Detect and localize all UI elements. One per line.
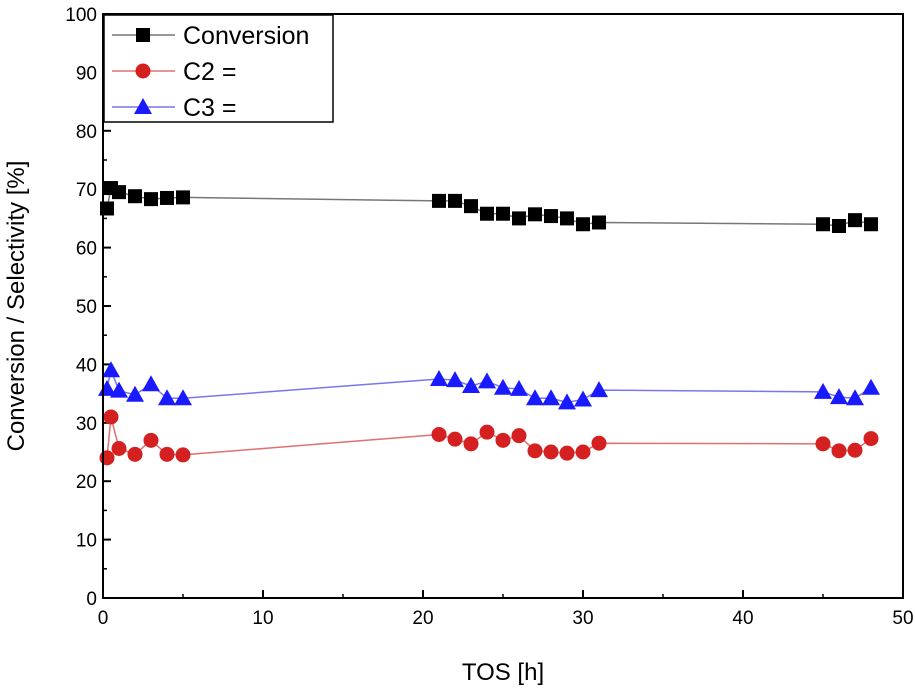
data-point [847,442,863,458]
y-tick-label: 70 [76,180,97,201]
data-point [544,209,558,224]
data-point [495,432,511,448]
legend-label: C2 = [183,58,237,86]
data-point [160,190,174,205]
series-line [106,186,872,227]
series-line [106,416,872,458]
data-point [511,428,527,444]
data-point [99,450,115,466]
data-point [143,432,159,448]
axis-ticks: 0 10 20 30 40 50 0 10 20 30 40 50 60 70 80 90 100 [65,5,913,629]
y-tick-label: 40 [76,355,97,376]
data-point [462,377,480,394]
data-point [432,193,446,208]
y-tick-label: 100 [65,5,97,26]
data-point [174,389,192,406]
legend-marker [134,98,152,114]
y-axis-label: Conversion / Selectivity [%] [3,161,30,452]
data-point [575,444,591,460]
data-point [542,389,560,406]
data-point [862,378,880,395]
y-tick-label: 30 [76,414,97,435]
data-point [128,189,142,204]
y-tick-label: 0 [86,589,97,610]
legend-label: Conversion [183,22,309,50]
data-point [111,440,127,456]
data-point [864,217,878,232]
data-point [560,211,574,226]
data-point [527,443,543,459]
data-point [510,379,528,396]
x-tick-label: 0 [98,608,109,629]
data-point [590,381,608,398]
data-point [816,217,830,232]
x-tick-label: 50 [892,608,913,629]
legend: Conversion C2 = C3 = [103,14,334,123]
data-point [447,431,463,447]
data-point [103,409,119,425]
data-point [464,199,478,214]
x-tick-label: 30 [572,608,593,629]
y-tick-label: 60 [76,239,97,260]
data-point [528,207,542,222]
x-tick-label: 20 [412,608,433,629]
data-point [526,389,544,406]
legend-marker [136,28,150,42]
data-point [494,378,512,395]
data-point [158,389,176,406]
series-1 [99,409,879,466]
data-point [479,424,495,440]
y-tick-label: 20 [76,472,97,493]
y-tick-label: 50 [76,297,97,318]
legend-marker [135,63,151,79]
x-tick-label: 40 [732,608,753,629]
series-2 [98,361,880,410]
data-point [512,211,526,226]
data-point [831,443,847,459]
data-point [814,382,832,399]
data-point [102,361,120,378]
series-0 [100,181,878,233]
data-point [558,393,576,410]
data-point [430,370,448,386]
data-point [112,185,126,200]
data-point [463,436,479,452]
data-point [446,371,464,388]
data-point [574,390,592,407]
data-point [127,446,143,462]
data-point [559,445,575,461]
data-point [863,431,879,447]
legend-label: C3 = [183,94,237,122]
data-point [848,213,862,228]
x-axis-label: TOS [h] [462,659,544,686]
data-point [591,435,607,451]
data-point [832,218,846,233]
data-point [110,381,128,398]
data-point [176,190,190,205]
data-point [142,375,160,392]
data-point [448,193,462,208]
data-point [543,444,559,460]
data-point [830,388,848,405]
data-point [144,192,158,207]
y-tick-label: 10 [76,531,97,552]
data-point [478,372,496,389]
data-point [126,385,144,402]
x-tick-label: 10 [252,608,273,629]
data-point [480,206,494,221]
data-point [175,447,191,463]
y-tick-label: 80 [76,122,97,143]
data-point [815,436,831,452]
plot-frame [102,13,904,599]
data-point [496,206,510,221]
data-point [159,446,175,462]
series-layer [98,181,880,466]
data-point [846,389,864,406]
data-point [431,426,447,442]
data-point [576,217,590,232]
y-tick-label: 90 [76,63,97,84]
data-point [592,215,606,230]
